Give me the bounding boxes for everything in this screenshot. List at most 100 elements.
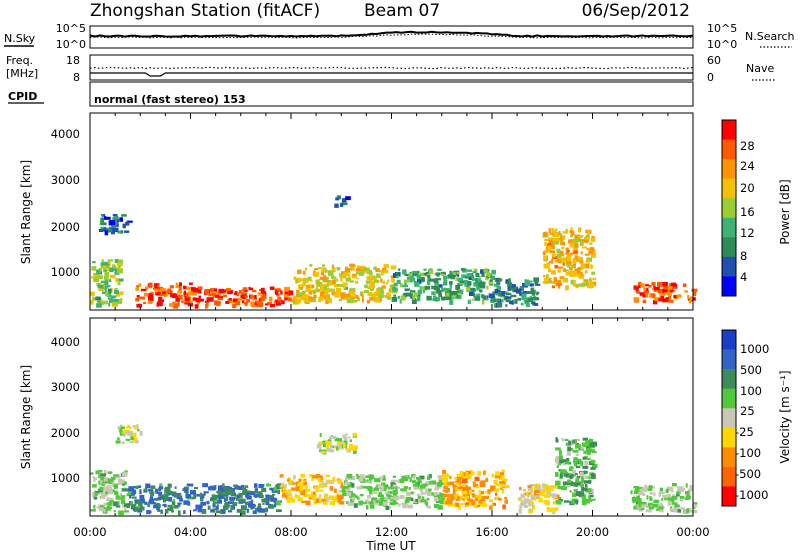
power-cell — [359, 291, 364, 297]
power-cell — [525, 302, 530, 308]
power-cell — [573, 283, 577, 287]
power-cell — [558, 285, 561, 289]
power-cell — [433, 295, 437, 299]
power-cell — [260, 287, 265, 293]
velocity-cell — [169, 506, 174, 511]
power-cell — [640, 283, 645, 288]
velocity-cell — [301, 478, 305, 481]
velocity-cell — [582, 456, 587, 460]
power-cell — [511, 284, 516, 288]
power-cell — [556, 253, 562, 258]
velocity-cell — [272, 498, 278, 501]
velocity-cell — [121, 497, 124, 503]
velocity-cell — [572, 450, 579, 453]
power-cell — [417, 289, 422, 295]
velocity-cell — [586, 448, 592, 451]
velocity-cell — [315, 475, 322, 479]
velocity-cbar-tick-m25: -25 — [735, 425, 754, 439]
power-cell — [397, 295, 401, 299]
power-cell — [440, 296, 445, 300]
velocity-cell — [324, 440, 329, 444]
velocity-ytick-4000: 4000 — [51, 335, 80, 349]
power-cell — [361, 297, 364, 303]
velocity-cell — [252, 510, 257, 515]
velocity-cell — [314, 486, 320, 489]
velocity-cell — [177, 502, 182, 505]
power-cell — [486, 285, 489, 290]
power-cell — [327, 279, 330, 285]
velocity-cell — [347, 502, 354, 506]
power-cell — [273, 301, 276, 304]
velocity-cell — [524, 504, 529, 508]
power-cell — [461, 274, 467, 278]
velocity-cell — [225, 496, 229, 502]
power-cell — [533, 303, 539, 306]
power-cell — [565, 228, 569, 233]
power-cell — [320, 283, 325, 289]
velocity-cell — [534, 495, 539, 498]
power-cell — [521, 293, 527, 298]
velocity-cell — [379, 495, 383, 498]
velocity-colorbar-swatch-4 — [722, 408, 736, 429]
velocity-cell — [295, 481, 300, 487]
power-cell — [554, 265, 558, 269]
power-cell — [565, 247, 569, 251]
velocity-cell — [662, 494, 667, 498]
power-cell — [512, 289, 516, 293]
velocity-cell — [556, 465, 559, 469]
velocity-cell — [288, 495, 291, 499]
velocity-cell — [344, 482, 350, 485]
velocity-cell — [399, 479, 405, 483]
power-cell — [559, 237, 563, 241]
velocity-cell — [410, 497, 414, 502]
power-cbar-tick-28: 28 — [740, 139, 755, 153]
power-cell — [652, 294, 656, 299]
power-cell — [175, 282, 178, 287]
velocity-cell — [579, 471, 584, 477]
velocity-cell — [452, 484, 458, 489]
velocity-cell — [125, 438, 131, 441]
power-cell — [583, 279, 589, 282]
power-cell — [496, 282, 501, 285]
nave-series-line — [89, 66, 694, 70]
velocity-cell — [560, 459, 567, 462]
velocity-cell — [221, 488, 226, 492]
power-cell — [412, 295, 416, 300]
velocity-cell — [310, 495, 314, 498]
velocity-cell — [384, 492, 390, 495]
power-cell — [449, 283, 452, 288]
power-cell — [515, 288, 522, 294]
power-cell — [478, 275, 481, 279]
velocity-cell — [489, 499, 494, 503]
velocity-cell — [207, 505, 211, 510]
velocity-cell — [365, 499, 370, 504]
power-cell — [565, 251, 570, 256]
velocity-cell — [582, 466, 589, 469]
power-cell — [305, 287, 311, 292]
velocity-cell — [338, 501, 345, 505]
velocity-cell — [417, 478, 422, 483]
power-cell — [90, 291, 95, 296]
x-axis: 00:00 04:00 08:00 12:00 16:00 20:00 00:0… — [73, 525, 709, 553]
velocity-cell — [416, 493, 421, 497]
velocity-cell — [590, 498, 596, 501]
power-cell — [148, 283, 152, 289]
power-cell — [416, 276, 421, 281]
power-cell — [186, 293, 189, 298]
velocity-cell — [379, 497, 385, 500]
power-cell — [177, 301, 180, 307]
power-cell — [318, 267, 323, 270]
velocity-cell — [397, 486, 400, 489]
velocity-cell — [564, 460, 570, 465]
velocity-cell — [232, 502, 237, 507]
power-cell — [479, 289, 483, 293]
velocity-cell — [337, 447, 340, 451]
velocity-cell — [378, 492, 383, 496]
velocity-cell — [318, 489, 324, 492]
velocity-cell — [176, 495, 183, 500]
power-cell — [96, 303, 102, 308]
velocity-cell — [305, 488, 311, 492]
velocity-ytick-1000: 1000 — [51, 471, 80, 485]
power-cell — [464, 282, 468, 287]
velocity-cell — [555, 480, 561, 486]
